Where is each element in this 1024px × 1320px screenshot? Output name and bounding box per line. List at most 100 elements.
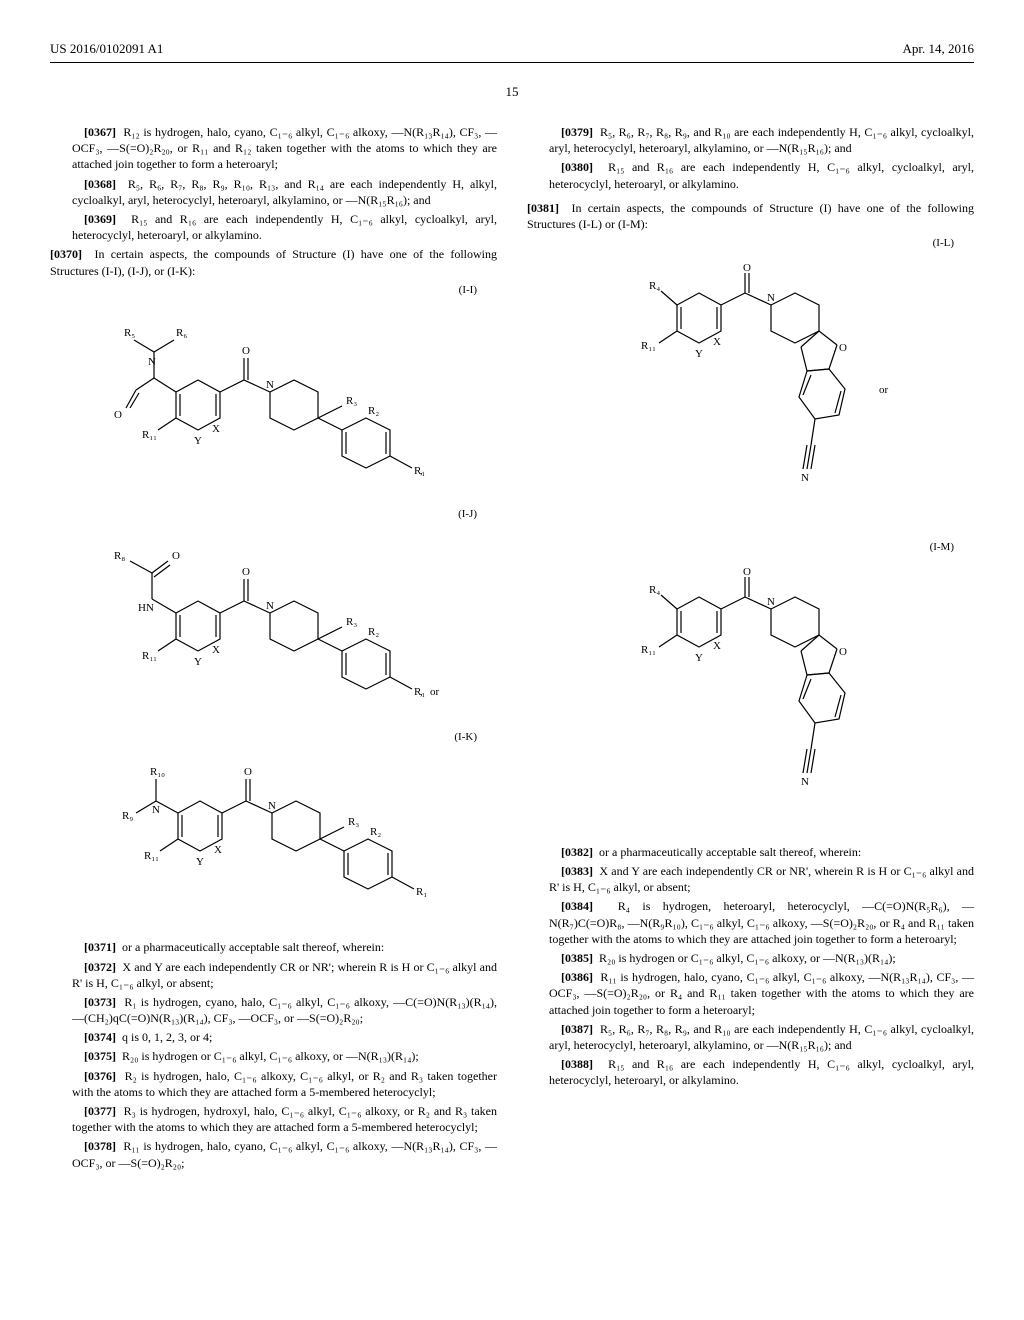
label-R8: R₈ <box>114 550 125 562</box>
para-num: [0376] <box>84 1069 116 1083</box>
label-Y: Y <box>194 435 202 447</box>
para-num: [0375] <box>84 1049 116 1063</box>
para-text: R₅, R₆, R₇, R₈, R₉, R₁₀, R₁₃, and R₁₄ ar… <box>72 177 497 207</box>
two-column-layout: [0367] R₁₂ is hydrogen, halo, cyano, C₁₋… <box>50 124 974 1174</box>
label-HN: HN <box>138 602 154 614</box>
para-text: R₁₅ and R₁₆ are each independently H, C₁… <box>549 1057 974 1087</box>
structure-label-IJ: (I-J) <box>50 507 477 522</box>
label-N: N <box>266 600 274 612</box>
label-X: X <box>713 336 721 348</box>
label-X: X <box>212 423 220 435</box>
para-text: R₂₀ is hydrogen or C₁₋₆ alkyl, C₁₋₆ alko… <box>122 1049 419 1063</box>
structure-label-IK: (I-K) <box>50 730 477 745</box>
para-num: [0373] <box>84 995 116 1009</box>
label-N: N <box>266 379 274 391</box>
para-text: q is 0, 1, 2, 3, or 4; <box>122 1030 212 1044</box>
publication-date: Apr. 14, 2016 <box>903 40 975 58</box>
para-0386: [0386] R₁₁ is hydrogen, halo, cyano, C₁₋… <box>549 969 974 1018</box>
para-text: R₁₅ and R₁₆ are each independently H, C₁… <box>72 212 497 242</box>
structure-IJ-figure: R₈ O HN R₁₁ Y X O N R₃ R₂ R₁ , or <box>94 533 454 718</box>
para-0371: [0371] or a pharmaceutically acceptable … <box>72 939 497 955</box>
para-text: R₁₁ is hydrogen, halo, cyano, C₁₋₆ alkyl… <box>72 1139 497 1169</box>
structure-IK-figure: R₁₀ N R₉ R₁₁ Y X O N R₃ R₂ R₁ <box>94 757 454 927</box>
label-R9: R₉ <box>122 810 133 822</box>
label-R4: R₄ <box>649 584 660 596</box>
para-num: [0372] <box>84 960 116 974</box>
label-R6: R₆ <box>176 327 187 339</box>
label-or: or <box>430 686 440 698</box>
label-O: O <box>242 566 250 578</box>
structure-II-figure: R₅ R₆ N O R₁₁ Y X O N R₃ R₂ R₁ , <box>94 310 454 495</box>
label-R3: R₃ <box>346 395 357 407</box>
para-0388: [0388] R₁₅ and R₁₆ are each independentl… <box>549 1056 974 1088</box>
label-N: N <box>268 800 276 812</box>
para-num: [0382] <box>561 845 593 859</box>
label-R1: R₁ <box>416 886 427 898</box>
label-O: O <box>743 567 751 578</box>
para-0379: [0379] R₅, R₆, R₇, R₈, R₉, and R₁₀ are e… <box>549 124 974 156</box>
label-R11: R₁₁ <box>142 429 157 441</box>
label-N: N <box>152 804 160 816</box>
publication-number: US 2016/0102091 A1 <box>50 40 163 58</box>
para-num: [0381] <box>527 201 559 215</box>
para-0384: [0384] R₄ is hydrogen, heteroaryl, heter… <box>549 898 974 947</box>
para-0381: [0381] In certain aspects, the compounds… <box>527 200 974 232</box>
label-N: N <box>767 292 775 304</box>
para-text: R₁ is hydrogen, cyano, halo, C₁₋₆ alkyl,… <box>72 995 497 1025</box>
right-column: [0379] R₅, R₆, R₇, R₈, R₉, and R₁₀ are e… <box>527 124 974 1174</box>
label-O: O <box>839 646 847 658</box>
para-0378: [0378] R₁₁ is hydrogen, halo, cyano, C₁₋… <box>72 1138 497 1170</box>
header-divider <box>50 62 974 63</box>
para-num: [0380] <box>561 160 593 174</box>
para-num: [0379] <box>561 125 593 139</box>
label-R10: R₁₀ <box>150 766 165 778</box>
label-N: N <box>801 776 809 788</box>
para-num: [0386] <box>561 970 593 984</box>
label-O: O <box>244 766 252 778</box>
label-R2: R₂ <box>368 405 379 417</box>
label-O: O <box>114 409 122 421</box>
label-N: N <box>767 596 775 608</box>
page-header: US 2016/0102091 A1 Apr. 14, 2016 <box>50 40 974 58</box>
para-text: or a pharmaceutically acceptable salt th… <box>122 940 384 954</box>
label-R11: R₁₁ <box>142 650 157 662</box>
para-text: X and Y are each independently CR or NR'… <box>72 960 497 990</box>
label-R11: R₁₁ <box>144 850 159 862</box>
label-O: O <box>839 342 847 354</box>
para-num: [0388] <box>561 1057 593 1071</box>
label-Y: Y <box>194 656 202 668</box>
para-text: R₁₅ and R₁₆ are each independently H, C₁… <box>549 160 974 190</box>
para-num: [0377] <box>84 1104 116 1118</box>
structure-label-IM: (I-M) <box>527 540 954 555</box>
para-0368: [0368] R₅, R₆, R₇, R₈, R₉, R₁₀, R₁₃, and… <box>72 176 497 208</box>
para-0375: [0375] R₂₀ is hydrogen or C₁₋₆ alkyl, C₁… <box>72 1048 497 1064</box>
structure-label-II: (I-I) <box>50 283 477 298</box>
para-0369: [0369] R₁₅ and R₁₆ are each independentl… <box>72 211 497 243</box>
label-R3: R₃ <box>348 816 359 828</box>
para-text: R₂ is hydrogen, halo, C₁₋₆ alkoxy, C₁₋₆ … <box>72 1069 497 1099</box>
label-R5: R₅ <box>124 327 135 339</box>
para-0385: [0385] R₂₀ is hydrogen or C₁₋₆ alkyl, C₁… <box>549 950 974 966</box>
para-0380: [0380] R₁₅ and R₁₆ are each independentl… <box>549 159 974 191</box>
label-X: X <box>214 844 222 856</box>
label-or: or <box>879 384 889 396</box>
label-O: O <box>743 263 751 274</box>
para-num: [0367] <box>84 125 116 139</box>
para-text: or a pharmaceutically acceptable salt th… <box>599 845 861 859</box>
structure-IM-figure: R₄ R₁₁ Y X O N O N <box>591 567 911 832</box>
para-text: X and Y are each independently CR or NR'… <box>549 864 974 894</box>
label-O: O <box>172 550 180 562</box>
para-num: [0368] <box>84 177 116 191</box>
para-text: In certain aspects, the compounds of Str… <box>527 201 974 231</box>
para-text: R₂₀ is hydrogen or C₁₋₆ alkyl, C₁₋₆ alko… <box>599 951 896 965</box>
label-O: O <box>242 345 250 357</box>
label-N: N <box>148 356 156 368</box>
para-num: [0387] <box>561 1022 593 1036</box>
label-R2: R₂ <box>368 626 379 638</box>
para-num: [0374] <box>84 1030 116 1044</box>
label-R11: R₁₁ <box>641 340 656 352</box>
para-0373: [0373] R₁ is hydrogen, cyano, halo, C₁₋₆… <box>72 994 497 1026</box>
para-text: R₅, R₆, R₇, R₈, R₉, and R₁₀ are each ind… <box>549 1022 974 1052</box>
para-num: [0370] <box>50 247 82 261</box>
para-0376: [0376] R₂ is hydrogen, halo, C₁₋₆ alkoxy… <box>72 1068 497 1100</box>
